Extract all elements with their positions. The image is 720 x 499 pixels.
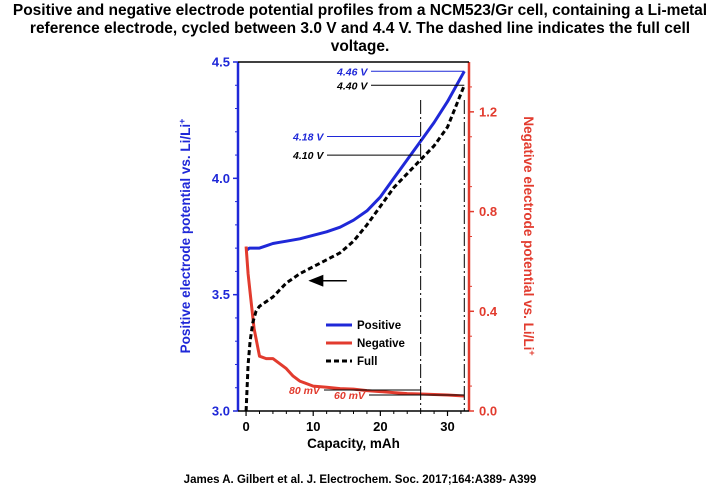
x-tick-label: 20 <box>373 419 387 434</box>
title-line-3: voltage. <box>330 38 390 55</box>
x-tick-label: 30 <box>440 419 454 434</box>
y-right-tick-label: 1.2 <box>479 104 497 119</box>
mv-label: 60 mV <box>334 390 366 402</box>
legend-label-full: Full <box>357 356 377 368</box>
mv-label: 80 mV <box>289 385 321 397</box>
y-left-tick-label: 4.0 <box>212 171 230 186</box>
electrode-potential-chart: 0 10 20 30 3.0 3.5 4.0 4.5 0.0 0.4 0.8 1.2 4.46 V 4.… <box>177 55 537 452</box>
series-positive-line <box>245 70 466 252</box>
x-axis-label: Capacity, mAh <box>307 436 400 451</box>
y-right-tick-label: 0.8 <box>479 204 497 219</box>
voltage-label: 4.10 V <box>292 150 324 162</box>
title-line-1: Positive and negative electrode potentia… <box>12 2 708 19</box>
voltage-label: 4.46 V <box>336 66 368 78</box>
series-negative-line <box>244 246 465 398</box>
voltage-label: 4.18 V <box>292 131 324 143</box>
y-left-axis-label: Positive electrode potential vs. Li/Li+ <box>177 119 193 354</box>
y-left-tick-label: 4.5 <box>212 55 230 70</box>
citation: James A. Gilbert et al. J. Electrochem. … <box>183 474 537 486</box>
title-line-2: reference electrode, cycled between 3.0 … <box>29 20 691 37</box>
legend-label-negative: Negative <box>357 338 405 350</box>
x-tick-label: 10 <box>306 419 320 434</box>
voltage-label: 4.40 V <box>336 80 368 92</box>
y-right-axis-label: Negative electrode potential vs. Li/Li+ <box>521 116 537 355</box>
x-tick-label: 0 <box>242 419 249 434</box>
series-full-line <box>244 84 466 412</box>
y-right-tick-label: 0.0 <box>479 404 497 419</box>
legend-label-positive: Positive <box>357 320 401 332</box>
y-right-tick-label: 0.4 <box>479 304 498 319</box>
y-left-tick-label: 3.0 <box>212 404 230 419</box>
figure-title: Positive and negative electrode potentia… <box>0 2 720 56</box>
y-left-tick-label: 3.5 <box>212 287 230 302</box>
